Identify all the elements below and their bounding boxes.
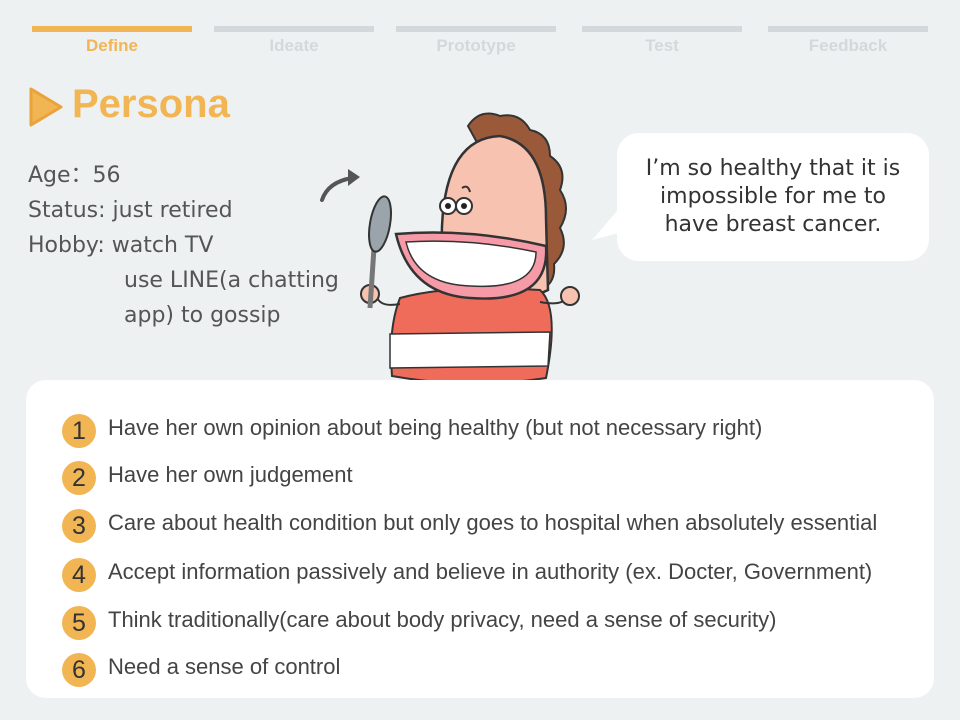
step-feedback[interactable]: Feedback xyxy=(768,26,928,56)
persona-info: Age：56 Status: just retired Hobby: watch… xyxy=(28,158,339,333)
step-prototype[interactable]: Prototype xyxy=(396,26,556,56)
step-label: Feedback xyxy=(808,36,888,55)
quote-line: have breast cancer. xyxy=(664,212,882,237)
trait-number-badge: 6 xyxy=(62,653,96,687)
step-label: Prototype xyxy=(436,36,516,55)
step-label: Ideate xyxy=(269,36,319,55)
trait-text: Need a sense of control xyxy=(108,654,341,679)
step-bar xyxy=(768,26,928,32)
persona-hobby-line: app) to gossip xyxy=(124,303,281,328)
step-test[interactable]: Test xyxy=(582,26,742,56)
speech-bubble-text: I’m so healthy that it is impossible for… xyxy=(617,155,929,239)
persona-character-illustration xyxy=(360,112,580,414)
quote-line: I’m so healthy that it is xyxy=(645,156,901,181)
trait-text: Have her own judgement xyxy=(108,462,353,487)
persona-age: Age：56 xyxy=(28,163,121,188)
trait-number-badge: 4 xyxy=(62,558,96,592)
traits-card: 1 Have her own opinion about being healt… xyxy=(26,380,934,698)
trait-number-badge: 3 xyxy=(62,509,96,543)
trait-text: Have her own opinion about being healthy… xyxy=(108,415,763,440)
step-label: Test xyxy=(645,36,679,55)
speech-bubble: I’m so healthy that it is impossible for… xyxy=(617,133,929,261)
step-ideate[interactable]: Ideate xyxy=(214,26,374,56)
trait-text: Care about health condition but only goe… xyxy=(108,510,878,535)
trait-number-badge: 1 xyxy=(62,414,96,448)
step-bar xyxy=(396,26,556,32)
curved-arrow-icon xyxy=(320,169,360,202)
trait-number-badge: 5 xyxy=(62,606,96,640)
step-bar xyxy=(214,26,374,32)
trait-text: Accept information passively and believe… xyxy=(108,559,873,584)
progress-nav: Define Ideate Prototype Test Feedback xyxy=(0,0,960,60)
step-bar xyxy=(32,26,192,32)
persona-hobby: Hobby: watch TV xyxy=(28,233,214,258)
step-label: Define xyxy=(86,36,138,55)
trait-number-badge: 2 xyxy=(62,461,96,495)
trait-text: Think traditionally(care about body priv… xyxy=(108,607,777,632)
step-define[interactable]: Define xyxy=(32,26,192,56)
persona-status: Status: just retired xyxy=(28,198,233,223)
play-triangle-icon xyxy=(29,87,63,127)
step-bar xyxy=(582,26,742,32)
quote-line: impossible for me to xyxy=(660,184,886,209)
persona-hobby-line: use LINE(a chatting xyxy=(124,268,339,293)
page-title: Persona xyxy=(72,82,230,126)
